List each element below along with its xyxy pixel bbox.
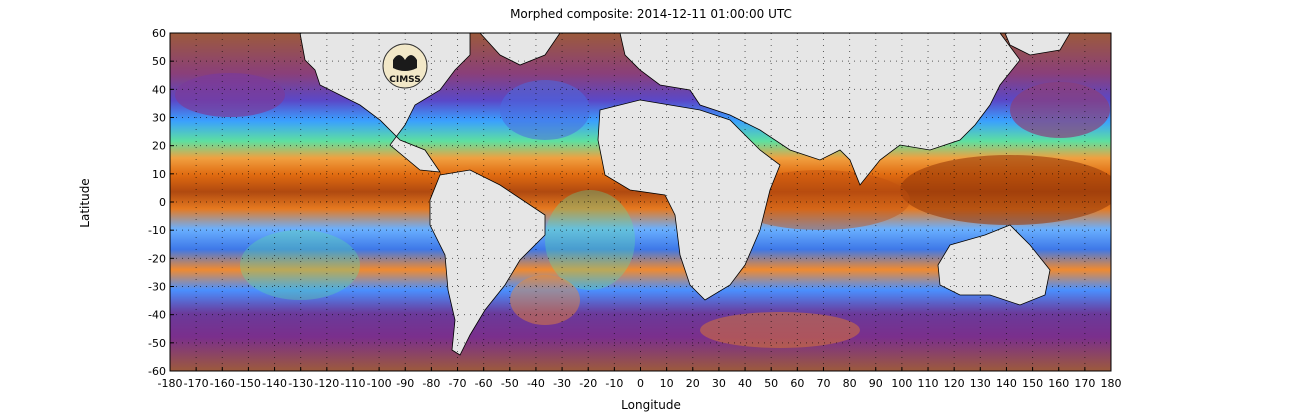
y-tick-label: 30: [152, 112, 166, 125]
x-tick-label: -10: [605, 377, 623, 390]
x-tick-label: 130: [970, 377, 991, 390]
y-tick-label: 20: [152, 140, 166, 153]
x-axis-label: Longitude: [621, 398, 681, 412]
y-tick-label: 0: [159, 196, 166, 209]
x-tick-label: 160: [1048, 377, 1069, 390]
moisture-plume: [510, 275, 580, 325]
x-tick-label: -60: [475, 377, 493, 390]
y-axis-label: Latitude: [78, 178, 92, 228]
x-tick-label: 0: [637, 377, 644, 390]
x-axis-ticks: -180 -170 -160 -150 -140 -130 -120 -110 -100 -90-…: [158, 367, 1122, 390]
x-tick-label: 10: [660, 377, 674, 390]
x-tick-label: -100: [367, 377, 392, 390]
y-axis-ticks: 60 50 40 30 20 10 0 -10 -20 -30 -40 -50 -60: [148, 27, 174, 378]
cimss-logo: CIMSS: [382, 43, 428, 89]
y-tick-label: 40: [152, 83, 166, 96]
moisture-plume: [700, 312, 860, 348]
y-tick-label: 60: [152, 27, 166, 40]
land-north-america: [299, 33, 471, 173]
x-tick-label: -40: [527, 377, 545, 390]
x-tick-label: -90: [396, 377, 414, 390]
x-tick-label: -30: [553, 377, 571, 390]
x-tick-label: -150: [236, 377, 261, 390]
x-tick-label: 150: [1022, 377, 1043, 390]
moisture-plume: [175, 73, 285, 117]
x-tick-label: -160: [210, 377, 235, 390]
x-tick-label: 110: [918, 377, 939, 390]
x-tick-label: -20: [579, 377, 597, 390]
moisture-plume: [730, 170, 910, 230]
x-tick-label: -140: [262, 377, 287, 390]
x-tick-label: 60: [790, 377, 804, 390]
x-tick-label: 50: [764, 377, 778, 390]
y-tick-label: -20: [148, 252, 166, 265]
land-greenland: [479, 33, 561, 66]
land-south-america: [429, 169, 546, 356]
x-tick-label: -180: [158, 377, 183, 390]
x-tick-label: -70: [449, 377, 467, 390]
x-tick-label: 140: [996, 377, 1017, 390]
moisture-plume: [1010, 82, 1110, 138]
logo-text: CIMSS: [389, 75, 420, 85]
moisture-plume: [240, 230, 360, 300]
y-tick-label: -10: [148, 224, 166, 237]
x-tick-label: 40: [738, 377, 752, 390]
y-tick-label: -60: [148, 365, 166, 378]
x-tick-label: 180: [1101, 377, 1122, 390]
y-tick-label: -30: [148, 281, 166, 294]
land-africa: [597, 99, 781, 301]
moisture-plume: [500, 80, 590, 140]
x-tick-label: 80: [843, 377, 857, 390]
y-tick-label: -50: [148, 337, 166, 350]
land-australia: [937, 224, 1051, 306]
x-tick-label: 20: [686, 377, 700, 390]
moisture-plume: [545, 190, 635, 290]
x-tick-label: -110: [340, 377, 365, 390]
graticule: [169, 32, 1112, 372]
logo-emblem-icon: [393, 55, 417, 71]
y-tick-label: -40: [148, 309, 166, 322]
x-tick-label: 90: [869, 377, 883, 390]
x-tick-label: 170: [1074, 377, 1095, 390]
x-tick-label: -120: [314, 377, 339, 390]
moisture-plume: [900, 155, 1111, 225]
x-tick-label: -130: [288, 377, 313, 390]
land-antarctic-peninsula: [1004, 33, 1071, 56]
x-tick-label: -170: [184, 377, 209, 390]
map-title: Morphed composite: 2014-12-11 01:00:00 U…: [510, 7, 792, 21]
x-tick-label: 30: [712, 377, 726, 390]
x-tick-label: 70: [816, 377, 830, 390]
y-tick-label: 50: [152, 55, 166, 68]
x-tick-label: 120: [944, 377, 965, 390]
x-tick-label: -50: [501, 377, 519, 390]
y-tick-label: 10: [152, 168, 166, 181]
x-tick-label: -80: [422, 377, 440, 390]
x-tick-label: 100: [891, 377, 912, 390]
